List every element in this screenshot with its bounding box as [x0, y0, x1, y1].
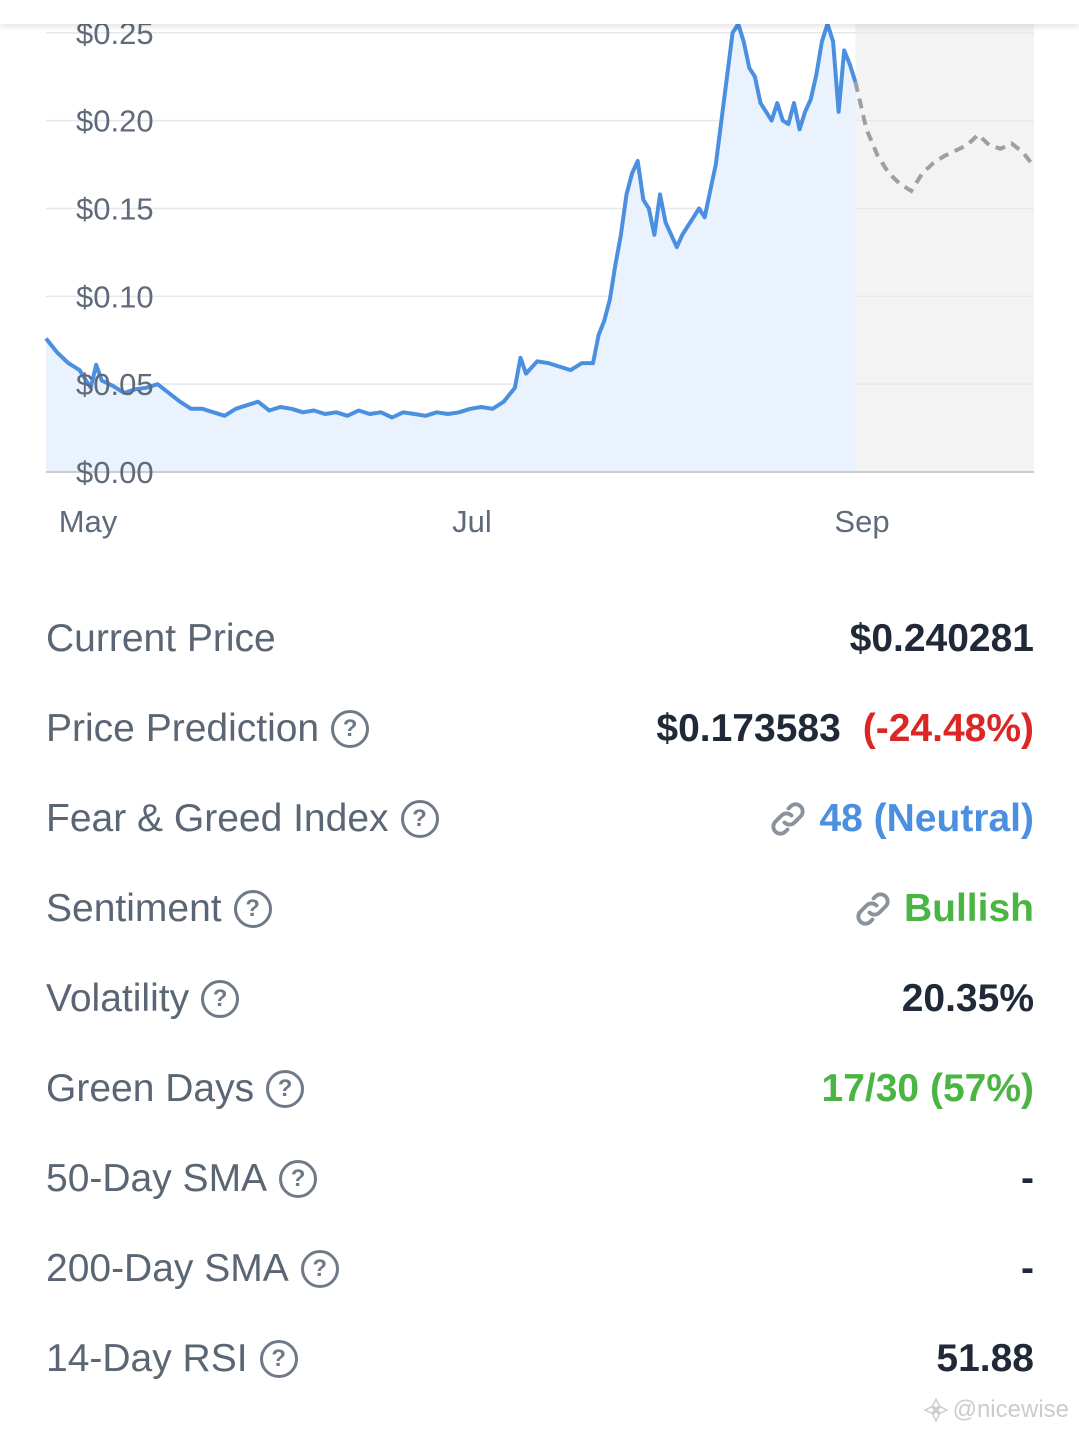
history-area	[46, 24, 856, 472]
forecast-region	[855, 24, 1034, 472]
stat-value-text: 51.88	[936, 1337, 1034, 1380]
question-circle-icon[interactable]: ?	[259, 1340, 298, 1378]
x-tick-label: May	[59, 504, 118, 539]
stats-list: Current Price $0.240281 Price Prediction…	[46, 594, 1034, 1404]
price-history-line	[44, 22, 858, 420]
stat-row-green-days: Green Days? 17/30 (57%)	[46, 1044, 1034, 1134]
stat-label: Green Days?	[46, 1067, 305, 1111]
watermark-text: @nicewise	[952, 1396, 1069, 1423]
question-circle-icon[interactable]: ?	[331, 710, 370, 748]
stat-label-text: Green Days	[46, 1067, 255, 1110]
question-circle-icon[interactable]: ?	[201, 980, 240, 1018]
stat-row-14-day-rsi: 14-Day RSI? 51.88	[46, 1314, 1034, 1404]
stat-value-text: 48 (Neutral)	[819, 797, 1034, 840]
stat-label: 50-Day SMA?	[46, 1157, 318, 1201]
stat-label: 200-Day SMA?	[46, 1247, 339, 1291]
y-tick-label: $0.05	[76, 367, 154, 402]
sma-200-value: -	[1021, 1247, 1034, 1291]
stat-row-200-day-sma: 200-Day SMA? -	[46, 1224, 1034, 1314]
question-circle-icon[interactable]: ?	[300, 1250, 339, 1288]
watermark: @nicewise	[923, 1396, 1069, 1424]
stat-label-text: Price Prediction	[46, 707, 320, 750]
question-circle-icon[interactable]: ?	[279, 1160, 318, 1198]
link-icon	[771, 802, 806, 836]
sentiment-link[interactable]: Bullish	[852, 887, 1034, 931]
question-circle-icon[interactable]: ?	[400, 800, 439, 838]
green-days-value: 17/30 (57%)	[822, 1067, 1034, 1111]
stat-label-text: 50-Day SMA	[46, 1157, 268, 1200]
question-circle-icon[interactable]: ?	[233, 890, 272, 928]
stat-value-text: 20.35%	[901, 977, 1034, 1020]
y-tick-label: $0.00	[76, 455, 154, 490]
fear-greed-link[interactable]: 48 (Neutral)	[767, 797, 1034, 841]
stat-label-text: Current Price	[46, 617, 276, 660]
stat-row-fear-greed: Fear & Greed Index? 48 (Neutral)	[46, 774, 1034, 864]
stat-value-text: 17/30 (57%)	[821, 1067, 1034, 1110]
stat-value-text: -	[1021, 1247, 1034, 1290]
stat-row-volatility: Volatility? 20.35%	[46, 954, 1034, 1044]
y-tick-label: $0.20	[76, 104, 154, 139]
price-prediction-value: $0.173583 (-24.48%)	[656, 707, 1034, 751]
sma-50-value: -	[1021, 1157, 1034, 1201]
stat-label-text: Volatility	[46, 977, 190, 1020]
stat-label: Sentiment?	[46, 887, 272, 931]
top-app-bar	[0, 0, 1079, 24]
x-tick-label: Sep	[834, 504, 889, 539]
stat-row-current-price: Current Price $0.240281	[46, 594, 1034, 684]
stat-label: Price Prediction?	[46, 707, 370, 751]
stat-value-text: -	[1021, 1157, 1034, 1200]
y-tick-label: $0.10	[76, 279, 154, 314]
stat-label: Fear & Greed Index?	[46, 797, 439, 841]
stat-label: 14-Day RSI?	[46, 1337, 298, 1381]
stat-row-50-day-sma: 50-Day SMA? -	[46, 1134, 1034, 1224]
link-icon	[856, 892, 890, 926]
current-price-value: $0.240281	[850, 617, 1034, 661]
stat-value-text: $0.173583	[656, 707, 841, 750]
prediction-change: (-24.48%)	[862, 707, 1034, 750]
stat-label: Volatility?	[46, 977, 240, 1021]
watermark-logo-icon	[923, 1397, 949, 1423]
price-forecast-line	[853, 81, 1036, 194]
volatility-value: 20.35%	[902, 977, 1034, 1021]
stat-label-text: 200-Day SMA	[46, 1247, 289, 1290]
stat-value-text: $0.240281	[849, 617, 1034, 660]
stat-label-text: 14-Day RSI	[46, 1337, 248, 1380]
stat-row-price-prediction: Price Prediction? $0.173583 (-24.48%)	[46, 684, 1034, 774]
stat-value-text: Bullish	[903, 887, 1034, 930]
stat-label-text: Sentiment	[46, 887, 222, 930]
stat-label: Current Price	[46, 617, 276, 661]
stat-row-sentiment: Sentiment? Bullish	[46, 864, 1034, 954]
question-circle-icon[interactable]: ?	[266, 1070, 305, 1108]
stat-label-text: Fear & Greed Index	[46, 797, 389, 840]
rsi-14-value: 51.88	[936, 1337, 1034, 1381]
y-tick-label: $0.15	[76, 191, 154, 226]
x-tick-label: Jul	[452, 504, 492, 539]
